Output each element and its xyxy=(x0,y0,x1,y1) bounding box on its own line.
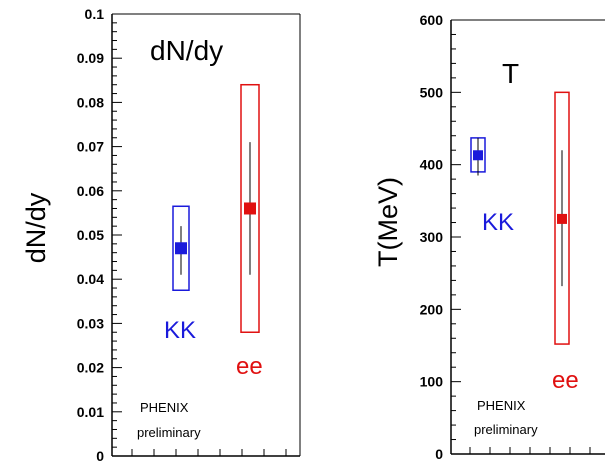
panel2-kk-point-group xyxy=(470,137,486,176)
panel1-y-tick-label: 0.02 xyxy=(77,360,104,376)
panel1-kk-sys-box xyxy=(172,205,190,292)
panel2-title: T xyxy=(502,58,519,89)
panel1-y-tick-label: 0.08 xyxy=(77,94,104,110)
panel1-y-tick-label: 0.01 xyxy=(77,404,104,420)
panel1-y-tick-label: 0.04 xyxy=(77,271,104,287)
panel1-title: dN/dy xyxy=(150,35,223,66)
panel2-y-tick-label: 400 xyxy=(420,157,444,173)
panel2-note-line2: preliminary xyxy=(474,422,538,437)
panel1-kk-label: KK xyxy=(164,317,196,344)
panel2-y-axis-title: T(MeV) xyxy=(373,177,403,267)
panel2-y-tick-label: 600 xyxy=(420,12,444,28)
panel2-y-tick-label: 500 xyxy=(420,84,444,100)
panel1-y-tick-label: 0.1 xyxy=(85,6,105,22)
panel1-y-tick-label: 0.07 xyxy=(77,139,104,155)
panel2-ee-marker xyxy=(557,213,567,224)
panel1-y-tick-label: 0.05 xyxy=(77,227,104,243)
panel1-kk-point-group xyxy=(172,205,190,292)
panel1-y-axis-title: dN/dy xyxy=(21,192,51,263)
panel2-ee-sys-box xyxy=(554,91,570,345)
panel1-ee-sys-box xyxy=(240,83,260,333)
panel2-ee-label: ee xyxy=(552,367,579,394)
panel2-note-line1: PHENIX xyxy=(477,398,526,413)
panel1-y-tick-label: 0.06 xyxy=(77,183,104,199)
panel1-ee-marker xyxy=(244,202,256,215)
panel1-note-line1: PHENIX xyxy=(140,400,189,415)
panel1-y-tick-label: 0 xyxy=(96,448,104,464)
panel2-y-tick-label: 0 xyxy=(435,446,443,462)
panel2-y-tick-label: 200 xyxy=(420,301,444,317)
panel1-y-tick-label: 0.03 xyxy=(77,315,104,331)
panel2-ee-point-group xyxy=(554,91,570,345)
panel1-ee-label: ee xyxy=(236,353,263,380)
panel2-y-tick-label: 100 xyxy=(420,374,444,390)
panel2-kk-marker xyxy=(473,150,483,161)
panel2-y-tick-label: 300 xyxy=(420,229,444,245)
panel2-kk-label: KK xyxy=(482,209,514,236)
panel1-kk-marker xyxy=(175,242,187,255)
panel1-y-tick-label: 0.09 xyxy=(77,50,104,66)
panel1-ee-point-group xyxy=(240,83,260,333)
panel1-note-line2: preliminary xyxy=(137,425,201,440)
